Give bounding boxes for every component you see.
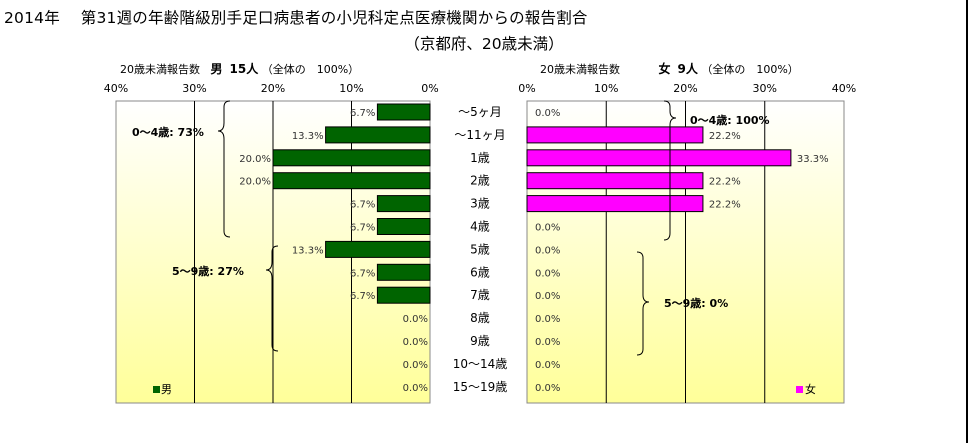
male-bar bbox=[272, 172, 431, 190]
female-x-tick-label: 20% bbox=[673, 82, 697, 95]
category-label: 3歳 bbox=[470, 197, 490, 211]
male-x-tick-label: 30% bbox=[182, 82, 206, 95]
male-value-label: 0.0% bbox=[403, 360, 428, 371]
category-labels: ～5ヶ月 ～11ヶ月 1歳 2歳 3歳 4歳 5歳 6歳 7歳 8歳 9歳 10～14歳 15～19歳 bbox=[453, 105, 508, 394]
female-bar bbox=[526, 126, 704, 144]
female-bar bbox=[526, 172, 704, 190]
male-annotation-0-4: 0～4歳: 73% bbox=[132, 125, 204, 139]
female-bracket-5-9 bbox=[636, 251, 650, 356]
female-legend-swatch bbox=[796, 386, 803, 393]
female-x-tick-label: 0% bbox=[518, 82, 535, 95]
male-bar bbox=[272, 149, 431, 167]
female-value-label: 0.0% bbox=[535, 108, 560, 119]
male-value-label: 0.0% bbox=[403, 383, 428, 394]
female-value-label: 0.0% bbox=[535, 223, 560, 234]
category-label: 5歳 bbox=[470, 242, 490, 256]
female-value-label: 22.2% bbox=[709, 177, 741, 188]
male-header-note: （全体の 100%） bbox=[261, 63, 360, 76]
chart-subtitle: （京都府、20歳未満） bbox=[404, 35, 564, 53]
chart-title: 2014年 第31週の年齢階級別手足口病患者の小児科定点医療機関からの報告割合 bbox=[4, 9, 588, 27]
male-value-label: 20.0% bbox=[239, 154, 271, 165]
category-label: 10～14歳 bbox=[453, 357, 508, 371]
female-panel: 0% 10% 20% 30% 40% 0.0% 22.2% 33.3% 22.2% 22.2% 0.… bbox=[518, 82, 856, 404]
male-bar bbox=[376, 103, 431, 121]
category-label: 2歳 bbox=[470, 174, 490, 188]
female-x-tick-label: 40% bbox=[832, 82, 856, 95]
category-label: 1歳 bbox=[470, 151, 490, 165]
male-value-label: 6.7% bbox=[350, 291, 375, 302]
male-x-tick-label: 40% bbox=[104, 82, 128, 95]
male-legend-swatch bbox=[153, 386, 160, 393]
category-label: 4歳 bbox=[470, 220, 490, 234]
category-label: ～5ヶ月 bbox=[458, 105, 502, 119]
female-value-label: 0.0% bbox=[535, 383, 560, 394]
female-value-label: 0.0% bbox=[535, 245, 560, 256]
male-value-label: 6.7% bbox=[350, 200, 375, 211]
male-x-tick-label: 20% bbox=[261, 82, 285, 95]
window-edge bbox=[966, 0, 968, 443]
male-bracket-0-4 bbox=[217, 100, 231, 238]
male-value-label: 0.0% bbox=[403, 314, 428, 325]
male-value-label: 13.3% bbox=[292, 131, 324, 142]
female-bracket-0-4 bbox=[663, 100, 677, 241]
female-header: 20歳未満報告数 女 9人 （全体の 100%） bbox=[540, 60, 799, 77]
female-value-label: 0.0% bbox=[535, 268, 560, 279]
female-value-label: 0.0% bbox=[535, 360, 560, 371]
male-bar bbox=[376, 218, 431, 235]
male-header-label: 20歳未満報告数 bbox=[120, 63, 200, 76]
male-header-sex: 男 bbox=[210, 62, 223, 76]
female-value-label: 0.0% bbox=[535, 314, 560, 325]
category-label: 6歳 bbox=[470, 265, 490, 279]
female-legend-label: 女 bbox=[805, 382, 816, 396]
male-panel: 40% 30% 20% 10% 0% 6.7% 13.3% 20.0% 20.0% 6.7% 6.7… bbox=[104, 82, 439, 404]
female-annotation-5-9: 5～9歳: 0% bbox=[664, 296, 728, 310]
female-value-label: 33.3% bbox=[797, 154, 829, 165]
male-x-tick-label: 10% bbox=[339, 82, 363, 95]
male-bar bbox=[325, 126, 431, 144]
female-header-note: （全体の 100%） bbox=[701, 63, 799, 76]
male-header: 20歳未満報告数 男 15人 （全体の 100%） bbox=[120, 60, 359, 77]
male-header-count: 15人 bbox=[229, 62, 259, 76]
female-value-label: 22.2% bbox=[709, 200, 741, 211]
female-value-label: 0.0% bbox=[535, 337, 560, 348]
female-x-tick-label: 10% bbox=[594, 82, 618, 95]
male-bracket-5-9 bbox=[265, 245, 279, 352]
female-bar bbox=[526, 195, 704, 213]
male-value-label: 0.0% bbox=[403, 337, 428, 348]
category-label: 8歳 bbox=[470, 311, 490, 325]
male-bar bbox=[376, 263, 431, 281]
female-annotation-0-4: 0～4歳: 100% bbox=[690, 113, 770, 127]
male-annotation-5-9: 5～9歳: 27% bbox=[172, 264, 244, 278]
male-bar bbox=[376, 195, 431, 213]
female-value-label: 22.2% bbox=[709, 131, 741, 142]
female-header-sex: 女 bbox=[658, 62, 671, 76]
male-value-label: 13.3% bbox=[292, 245, 324, 256]
male-value-label: 6.7% bbox=[350, 108, 375, 119]
male-bar bbox=[325, 240, 431, 258]
female-value-label: 0.0% bbox=[535, 291, 560, 302]
male-value-label: 6.7% bbox=[350, 223, 375, 234]
male-legend-label: 男 bbox=[161, 383, 172, 396]
category-label: ～11ヶ月 bbox=[454, 128, 505, 142]
female-header-count: 9人 bbox=[677, 62, 698, 76]
male-x-tick-label: 0% bbox=[421, 82, 438, 95]
female-x-tick-label: 30% bbox=[753, 82, 777, 95]
category-label: 9歳 bbox=[470, 334, 490, 348]
female-bar bbox=[526, 149, 792, 167]
female-header-label: 20歳未満報告数 bbox=[540, 63, 620, 76]
category-label: 15～19歳 bbox=[453, 380, 508, 394]
male-value-label: 6.7% bbox=[350, 268, 375, 279]
male-bar bbox=[376, 286, 431, 304]
male-value-label: 20.0% bbox=[239, 177, 271, 188]
category-label: 7歳 bbox=[470, 288, 490, 302]
